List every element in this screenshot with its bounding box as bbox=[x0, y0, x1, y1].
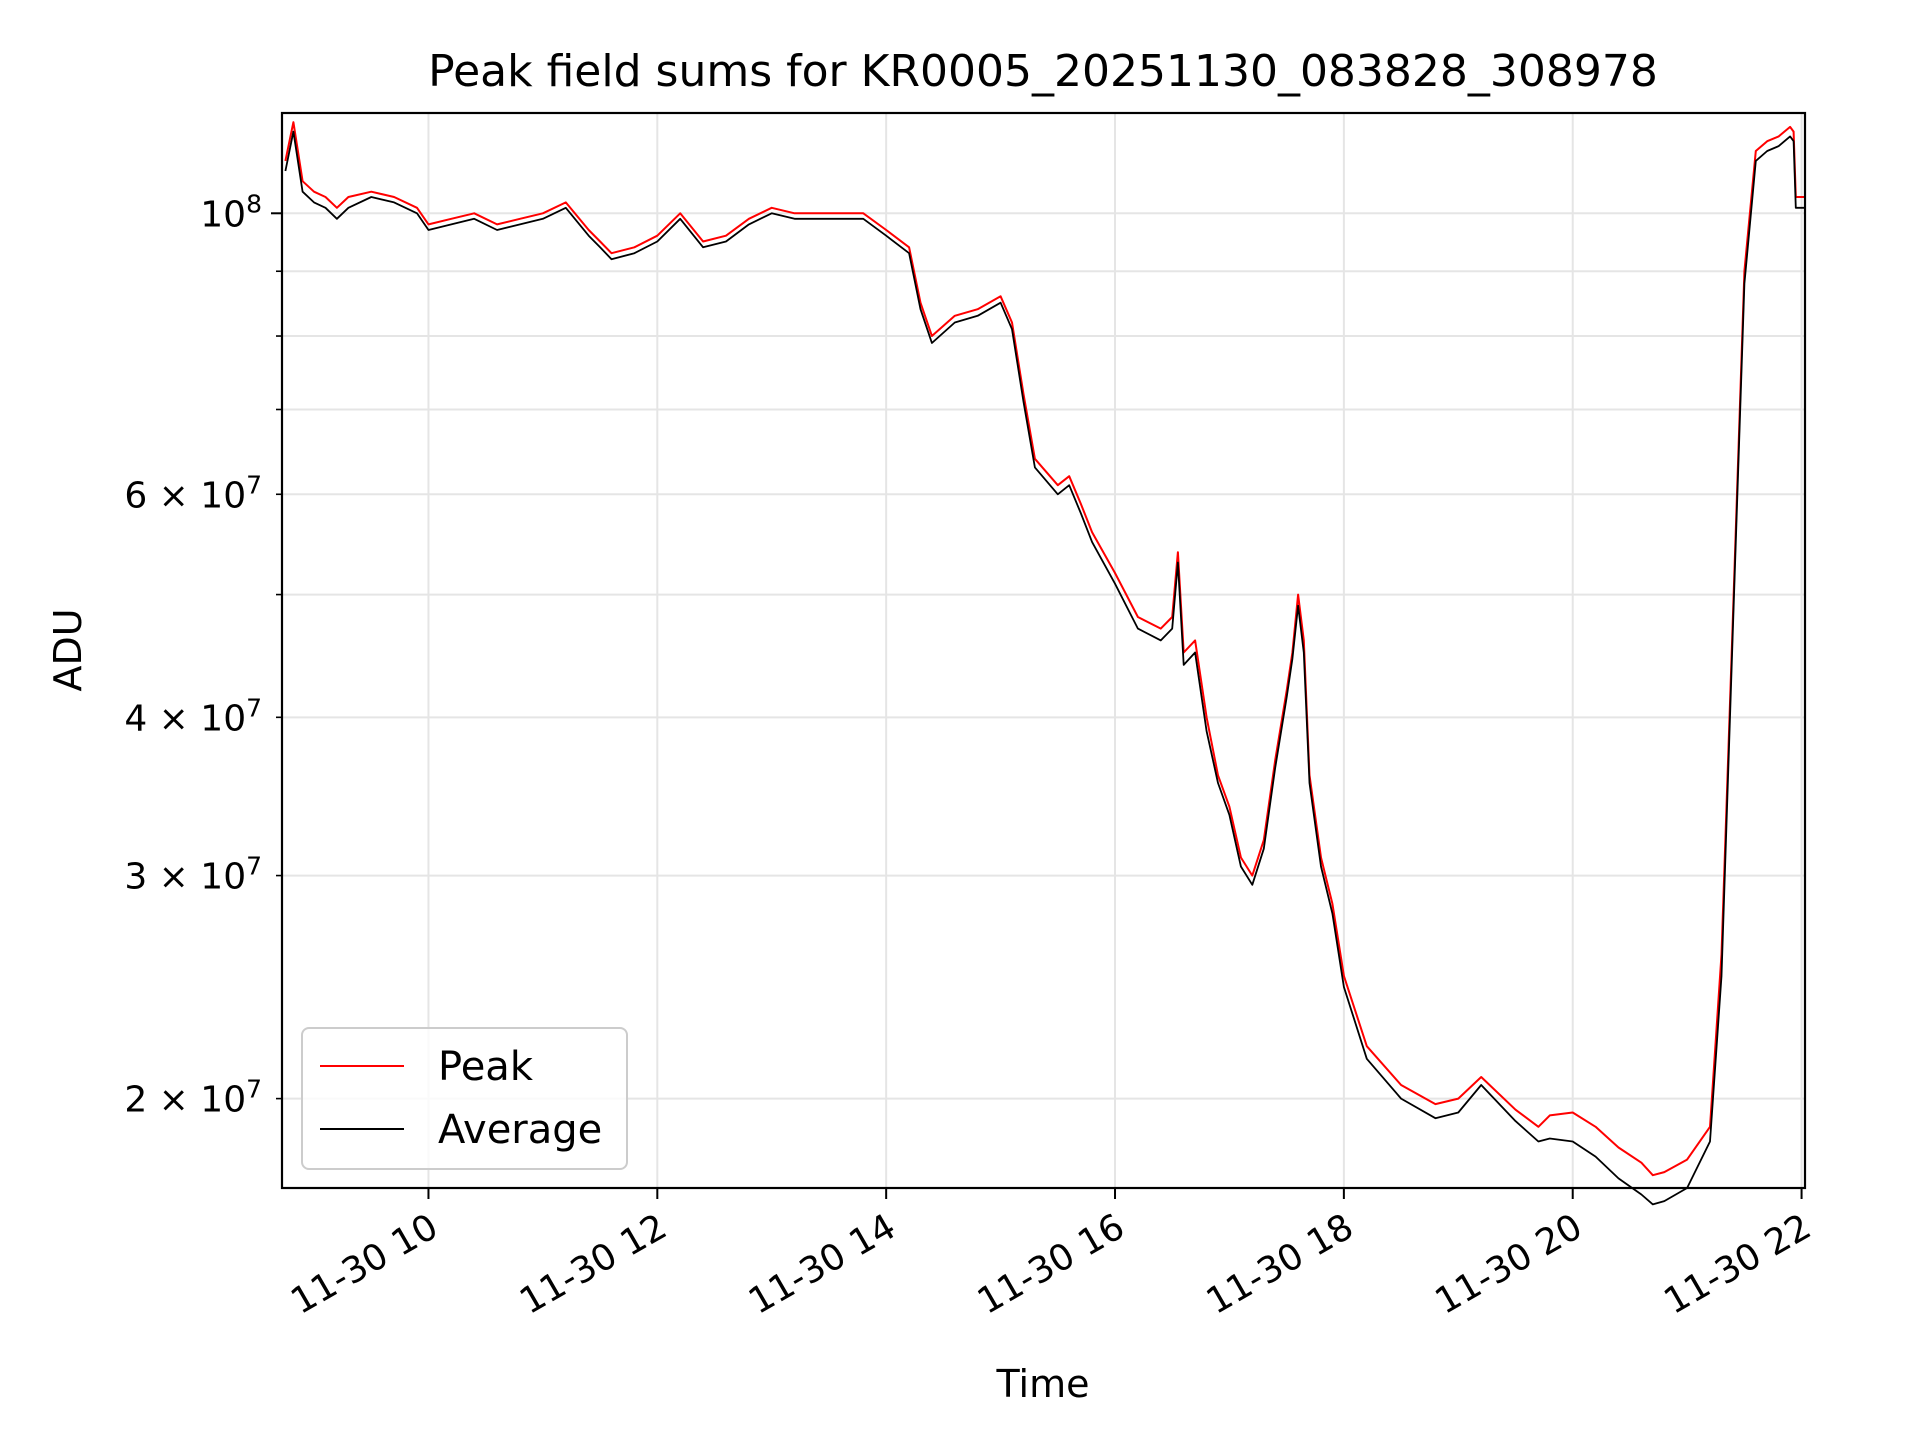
y-tick-label: 4 × 107 bbox=[124, 693, 262, 739]
legend-box bbox=[301, 1027, 628, 1170]
series-layer bbox=[284, 121, 1805, 1206]
plot-frame bbox=[280, 111, 1807, 1190]
series-line-peak bbox=[284, 121, 1805, 1177]
legend-label-average: Average bbox=[438, 1107, 602, 1153]
grid bbox=[282, 113, 1805, 1188]
chart-title: Peak field sums for KR0005_20251130_0838… bbox=[428, 46, 1658, 97]
y-tick-label: 2 × 107 bbox=[124, 1075, 262, 1121]
y-axis-label: ADU bbox=[46, 608, 90, 691]
y-tick-label: 108 bbox=[200, 189, 262, 235]
x-axis-label: Time bbox=[996, 1362, 1090, 1406]
legend-label-peak: Peak bbox=[438, 1044, 534, 1090]
y-tick-label: 6 × 107 bbox=[124, 470, 262, 516]
legend: Peak Average bbox=[301, 1027, 628, 1170]
series-line-average bbox=[284, 130, 1805, 1206]
y-tick-label: 3 × 107 bbox=[124, 852, 262, 898]
